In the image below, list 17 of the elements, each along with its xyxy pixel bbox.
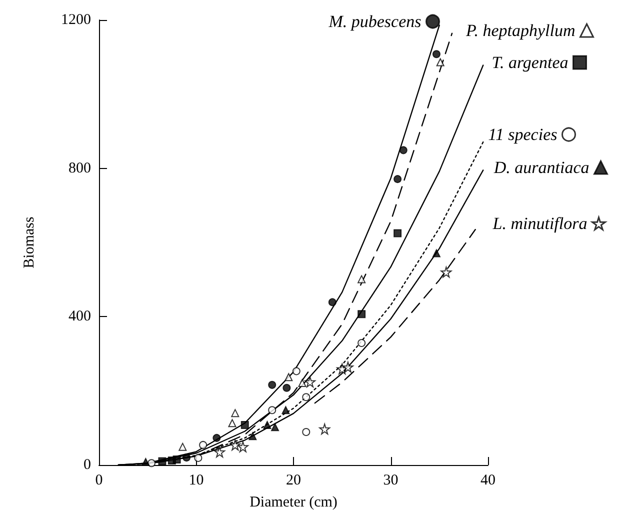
y-tick-label: 400	[68, 308, 91, 325]
y-tick-label: 0	[84, 457, 91, 473]
x-axis-title: Diameter (cm)	[250, 494, 338, 510]
y-tick-label: 800	[68, 160, 91, 176]
x-tick-label: 30	[383, 472, 398, 488]
x-tick-label: 0	[95, 472, 103, 488]
y-tick-label: 1200	[61, 12, 91, 28]
legend-label: T. argentea	[492, 53, 568, 72]
legend-label: P. heptaphyllum	[465, 21, 576, 40]
x-tick-label: 10	[188, 472, 204, 488]
legend-label: L. minutiflora	[492, 214, 588, 233]
legend-label: M. pubescens	[328, 12, 422, 31]
y-axis-title: Biomass	[22, 216, 38, 268]
x-tick-label: 40	[480, 472, 496, 488]
x-tick-label: 20	[286, 472, 301, 488]
legend-label: D. aurantiaca	[492, 158, 590, 177]
legend-label: 11 species	[488, 125, 558, 144]
